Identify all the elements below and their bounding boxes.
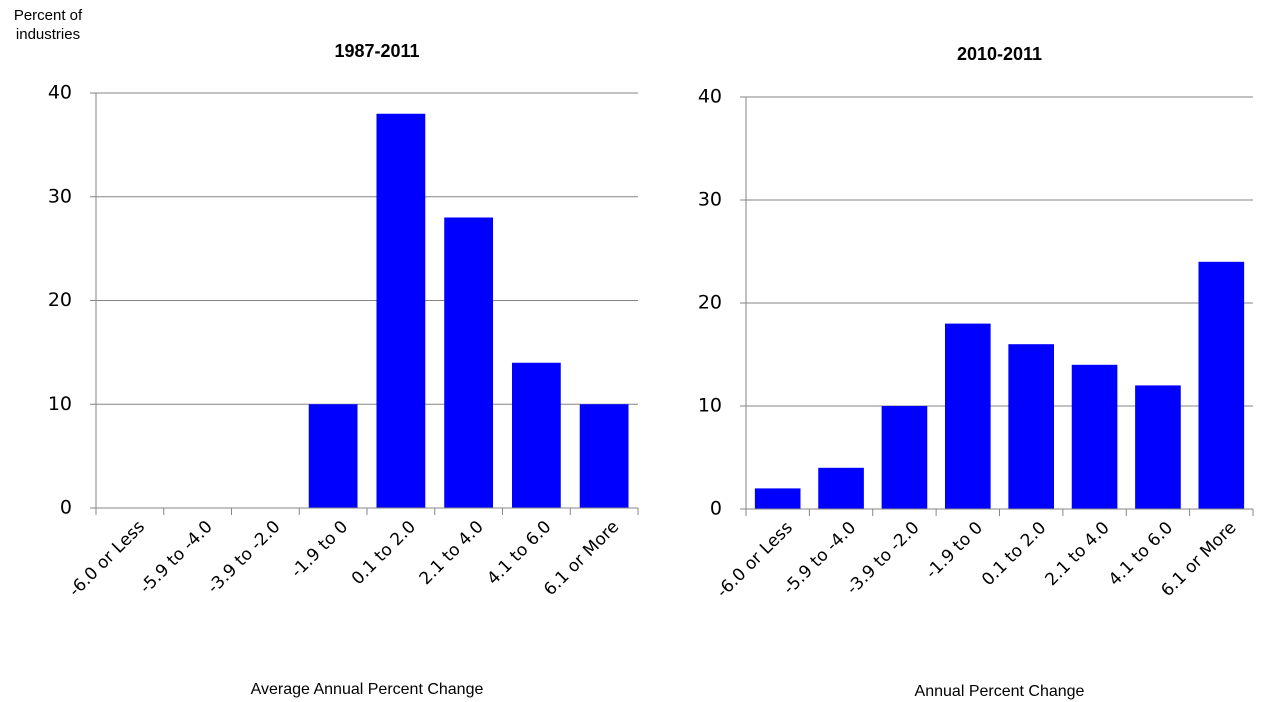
y-tick-label: 10 [698,395,722,417]
x-tick-label: -3.9 to -2.0 [204,517,285,598]
bar [1071,364,1118,509]
y-tick-label: 0 [710,498,722,520]
y-axis-label: Percent of industries [13,7,83,43]
y-tick-label: 10 [48,393,72,415]
bar [1198,261,1245,509]
y-tick-label: 40 [48,82,72,104]
x-tick-label: 4.1 to 6.0 [483,517,555,589]
chart-title: 1987-2011 [334,41,419,61]
x-tick-label: 2.1 to 4.0 [416,517,488,589]
y-tick-label: 0 [60,497,72,519]
x-tick-label: -6.0 or Less [65,517,149,601]
bar [579,404,629,508]
bar [511,362,561,508]
bar [944,323,991,509]
y-tick-label: 30 [48,185,72,207]
bar [881,406,928,509]
bar [818,467,864,509]
bar [1135,385,1181,509]
bar [308,404,358,508]
y-tick-label: 30 [698,189,722,211]
x-tick-label: -1.9 to 0 [287,517,352,582]
y-tick-label: 20 [48,289,72,311]
x-tick-label: 2.1 to 4.0 [1042,518,1114,590]
x-tick-label: 0.1 to 2.0 [348,517,420,589]
x-tick-label: -1.9 to 0 [922,518,987,583]
bar [376,113,426,508]
bar [754,488,801,509]
x-axis-title: Annual Percent Change [915,683,1085,700]
x-tick-label: 0.1 to 2.0 [978,518,1050,590]
bar [1008,344,1055,509]
chart-title: 2010-2011 [957,44,1042,64]
bar [444,217,494,508]
x-axis-title: Average Annual Percent Change [251,681,484,698]
y-tick-label: 20 [698,292,722,314]
y-tick-label: 40 [698,86,722,108]
